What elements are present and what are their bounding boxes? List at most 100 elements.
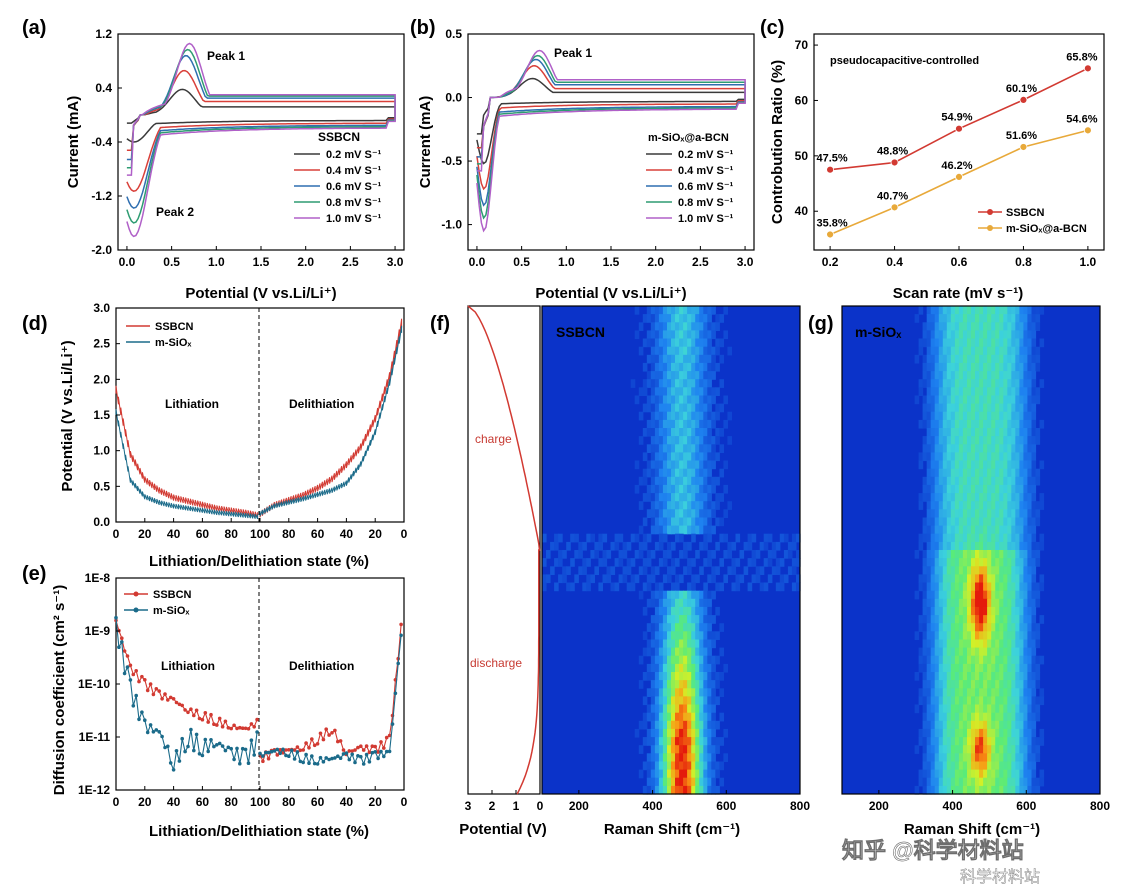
heat-cell [695,338,700,348]
heat-cell [703,777,708,787]
heat-cell [662,484,668,494]
heat-cell [715,631,720,640]
heat-cell [642,428,648,437]
heat-cell [650,330,656,340]
heat-cell [1007,493,1012,502]
heat-cell [691,672,696,681]
x-tick-label: 20 [138,795,152,809]
heat-cell [950,761,956,771]
heat-cell [971,615,976,624]
heat-cell [1023,598,1028,608]
heat-cell [983,688,988,697]
heat-cell [922,403,928,413]
heat-cell [962,663,968,673]
heat-cell [962,761,968,771]
heat-cell [667,720,672,730]
panel-b-curves [476,49,746,233]
heat-cell [1003,460,1008,470]
heat-cell [979,509,984,518]
heat-cell [667,566,672,575]
heat-cell [991,452,996,462]
heat-cell [946,525,952,535]
heat-cell [950,452,956,462]
heat-cell [934,753,940,762]
heat-cell [679,761,684,771]
heat-cell [950,777,956,787]
heat-cell [999,403,1004,413]
heat-cell [703,330,708,340]
heat-cell [995,541,1000,551]
heat-cell [938,566,944,575]
heat-cell [662,647,668,657]
heat-cell [1003,704,1008,714]
c-data-label: 48.8% [877,145,908,157]
heat-cell [938,330,944,340]
heat-cell [1019,452,1024,462]
heat-cell [646,785,652,795]
heat-cell [1007,346,1012,356]
heat-cell [1031,728,1037,738]
heat-cell [707,484,712,494]
heat-cell [958,777,964,787]
heat-cell [1039,655,1045,665]
heat-cell [962,468,968,478]
heat-cell [954,314,960,323]
heat-cell [954,777,960,787]
heat-cell [1031,663,1037,673]
heat-cell [922,354,928,364]
heat-cell [954,501,960,510]
heat-cell [991,688,996,697]
panel-d-label: (d) [22,313,48,335]
heat-cell [995,428,1000,437]
heat-cell [558,574,563,584]
heat-cell [918,379,924,388]
heat-cell [1019,468,1024,478]
heat-cell [991,379,996,388]
heat-cell [967,419,972,429]
heat-cell [995,550,1000,559]
heat-cell [695,737,700,746]
heat-cell [671,663,676,673]
heat-cell [602,574,608,584]
heat-cell [954,444,960,453]
heat-cell [946,785,952,795]
heat-cell [922,330,928,340]
heat-cell [958,387,964,396]
heat-cell [687,623,692,632]
heat-cell [991,517,996,527]
heat-cell [1015,517,1020,527]
heat-cell [938,712,944,722]
heat-cell [995,745,1000,754]
heat-cell [654,769,660,779]
heat-cell [671,525,676,535]
heat-cell [675,704,680,714]
heat-cell [707,720,712,730]
heat-cell [699,688,704,697]
heat-cell [979,525,984,535]
heat-cell [683,306,688,315]
heat-cell [707,411,712,421]
heat-cell [703,403,708,413]
heat-cell [987,769,992,779]
heat-cell [707,769,712,779]
heat-cell [922,737,928,746]
heat-cell [999,476,1004,486]
heat-cell [971,428,976,437]
heat-cell [683,663,688,673]
heat-cell [930,460,936,470]
heat-cell [687,777,692,787]
heat-cell [983,680,988,689]
heat-cell [667,354,672,364]
heat-cell [1023,728,1028,738]
heat-cell [691,371,696,380]
heat-cell [675,623,680,632]
heat-cell [658,517,664,527]
heat-cell [1011,615,1016,624]
heat-cell [950,525,956,535]
heat-cell [934,493,940,502]
heat-cell [1027,338,1032,348]
heat-cell [703,411,708,421]
heat-cell [971,720,976,730]
x-tick-label: 20 [369,795,383,809]
heat-cell [1011,395,1016,405]
